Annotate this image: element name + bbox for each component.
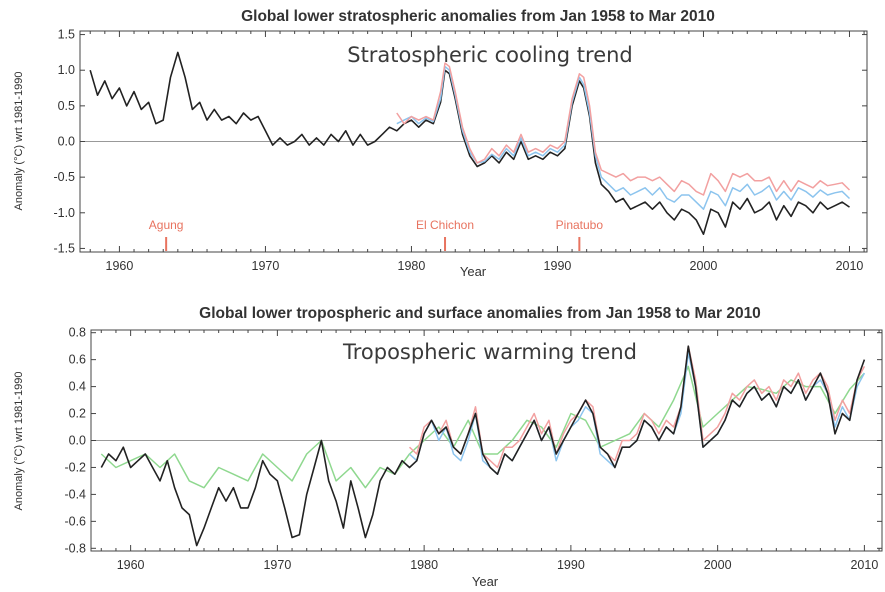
chart-title: Global lower stratospheric anomalies fro…	[241, 8, 715, 25]
stratospheric-chart: Global lower stratospheric anomalies fro…	[13, 8, 868, 279]
y-tick-label: -0.4	[64, 487, 86, 501]
x-tick-label: 2010	[850, 558, 878, 572]
x-tick-label: 1990	[557, 558, 585, 572]
x-tick-label: 1990	[544, 259, 572, 273]
y-axis-label: Anomaly (°C) wrt 1981-1990	[13, 372, 25, 511]
chart-title: Global lower tropospheric and surface an…	[199, 305, 761, 322]
y-tick-label: -0.2	[64, 460, 86, 474]
x-axis-label: Year	[460, 264, 487, 279]
series-line	[408, 352, 866, 475]
series-line	[89, 51, 850, 235]
x-tick-label: 2000	[704, 558, 732, 572]
y-tick-label: -1.0	[53, 206, 75, 220]
y-tick-label: 0.0	[69, 434, 86, 448]
axis-ticks: 1.5 1.0 0.5 0.0 -0.5 -1.0 -1.5 1960 1970 1980 1990…	[53, 28, 867, 273]
y-tick-label: -1.5	[53, 241, 75, 255]
volcano-markers: Agung El Chichon Pinatubo	[149, 218, 604, 251]
volcano-label: El Chichon	[416, 218, 474, 232]
trend-annotation: Stratospheric cooling trend	[347, 43, 633, 67]
y-tick-label: -0.6	[64, 514, 86, 528]
y-tick-label: 1.5	[58, 28, 75, 42]
tropospheric-chart: Global lower tropospheric and surface an…	[13, 305, 883, 589]
y-tick-label: 0.2	[69, 407, 86, 421]
y-tick-label: 0.4	[69, 380, 86, 394]
y-axis-label: Anomaly (°C) wrt 1981-1990	[13, 72, 25, 211]
x-tick-label: 1960	[117, 558, 145, 572]
series-lines	[89, 51, 851, 235]
axis-ticks: 0.8 0.6 0.4 0.2 0.0 -0.2 -0.4 -0.6 -0.8 1960 1970 1…	[64, 326, 882, 572]
y-tick-label: -0.8	[64, 541, 86, 555]
series-lines	[100, 345, 866, 547]
y-tick-label: 0.8	[69, 326, 86, 340]
series-line	[100, 345, 866, 547]
trend-annotation: Tropospheric warming trend	[342, 340, 637, 364]
x-tick-label: 1980	[398, 259, 426, 273]
series-line	[408, 345, 866, 469]
y-tick-label: 1.0	[58, 63, 75, 77]
x-tick-label: 1980	[410, 558, 438, 572]
volcano-label: Pinatubo	[556, 218, 604, 232]
volcano-label: Agung	[149, 218, 184, 232]
x-tick-label: 1970	[252, 259, 280, 273]
x-axis-label: Year	[472, 574, 499, 589]
y-tick-label: -0.5	[53, 170, 75, 184]
y-tick-label: 0.6	[69, 353, 86, 367]
x-tick-label: 1960	[106, 259, 134, 273]
series-line	[396, 62, 851, 196]
y-tick-label: 0.5	[58, 99, 75, 113]
x-tick-label: 2000	[690, 259, 718, 273]
y-tick-label: 0.0	[58, 135, 75, 149]
x-tick-label: 2010	[836, 259, 864, 273]
x-tick-label: 1970	[263, 558, 291, 572]
series-line	[396, 65, 851, 210]
